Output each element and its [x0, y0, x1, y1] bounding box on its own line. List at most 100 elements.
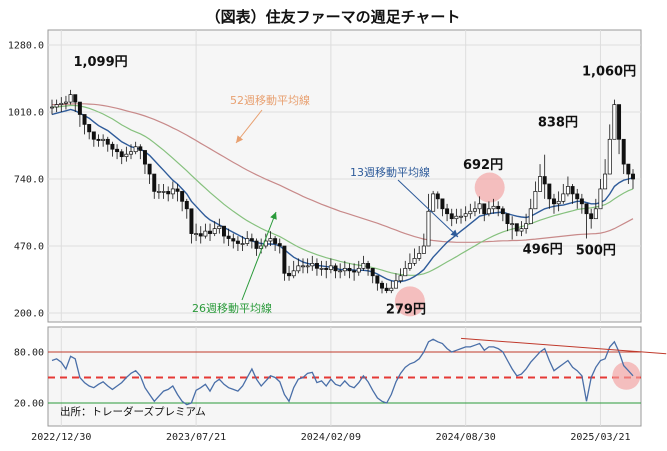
candle-up: [245, 238, 250, 244]
candle-down: [380, 282, 384, 289]
candle-up: [538, 176, 543, 192]
candle-up: [491, 205, 496, 210]
candle-down: [208, 230, 213, 234]
candle-down: [175, 188, 180, 192]
candle-up: [565, 186, 570, 195]
candle-up: [454, 215, 459, 220]
candle-up: [59, 102, 64, 105]
price-label: 1,060円: [582, 65, 636, 80]
candle-up: [212, 228, 217, 234]
candle-up: [194, 233, 199, 235]
ma26-line: [52, 104, 634, 276]
chart-title: （図表）住友ファーマの週足チャート: [206, 8, 461, 26]
price-ytick-label: 740.0: [14, 175, 44, 186]
candle-down: [589, 213, 594, 220]
candle-down: [198, 233, 203, 237]
candle-up: [342, 267, 347, 272]
candle-up: [50, 106, 54, 109]
candle-up: [129, 151, 133, 155]
candle-down: [77, 101, 82, 115]
candle-down: [96, 138, 101, 141]
price-plot-area: [47, 29, 642, 323]
candle-down: [91, 131, 96, 140]
price-label: 500円: [576, 244, 616, 259]
candle-down: [584, 203, 589, 215]
candle-up: [68, 94, 73, 103]
candle-down: [505, 213, 510, 225]
candle-down: [552, 198, 556, 205]
ma52-label-arrow: [235, 109, 263, 144]
candle-up: [561, 193, 566, 202]
candle-up: [486, 208, 491, 215]
x-axis: 2022/12/30 2023/07/21 2024/02/09 2024/08/30…: [31, 432, 630, 443]
price-label: 692円: [463, 158, 503, 173]
candle-down: [277, 243, 282, 247]
candle-down: [435, 193, 440, 200]
candle-up: [598, 188, 603, 210]
ma52-label-arrowhead: [236, 135, 244, 143]
price-ytick-label: 470.0: [14, 242, 44, 253]
candle-down: [273, 238, 278, 244]
candle-down: [226, 235, 231, 239]
candle-up: [412, 258, 417, 264]
x-tick-label: 2024/08/30: [436, 432, 496, 443]
candle-up: [296, 265, 301, 272]
rsi-trendline: [460, 337, 667, 355]
candle-down: [142, 150, 147, 165]
candle-up: [170, 188, 175, 195]
candle-down: [87, 124, 92, 133]
candle-down: [347, 267, 352, 272]
ma13-label-arrowhead: [450, 229, 458, 237]
x-tick-label: 2023/07/21: [166, 432, 226, 443]
candle-up: [361, 263, 366, 269]
ma13-line: [51, 108, 634, 283]
price-label: 1,099円: [74, 55, 128, 70]
candle-up: [389, 287, 394, 292]
x-tick-label: 2024/02/09: [301, 432, 361, 443]
candle-down: [542, 176, 547, 185]
source-note: 出所：トレーダーズプレミアム: [60, 405, 206, 418]
candle-up: [217, 225, 222, 229]
candle-down: [496, 205, 501, 210]
rsi-panel: 80.00 20.00: [14, 326, 667, 427]
candle-down: [138, 146, 143, 151]
candle-down: [579, 198, 584, 205]
candle-down: [631, 173, 635, 180]
candle-up: [472, 208, 477, 212]
x-tick-label: 2022/12/30: [31, 432, 91, 443]
candle-down: [621, 138, 626, 165]
candle-down: [370, 267, 375, 277]
candle-down: [282, 245, 287, 274]
candle-up: [421, 245, 426, 254]
ma52-line: [52, 103, 634, 243]
candle-up: [556, 200, 561, 205]
candle-up: [607, 138, 612, 175]
candle-up: [528, 208, 533, 225]
ma52-label: 52週移動平均線: [230, 93, 310, 107]
price-ytick-label: 1280.0: [8, 41, 44, 52]
candle-up: [63, 101, 68, 104]
candle-down: [440, 198, 445, 210]
candle-up: [268, 238, 273, 242]
candle-down: [547, 183, 552, 200]
candle-up: [524, 223, 529, 229]
price-highlight-cross: [474, 172, 505, 203]
candle-up: [393, 280, 398, 289]
candle-down: [147, 163, 152, 175]
candle-down: [570, 186, 575, 195]
candle-up: [156, 191, 161, 193]
candle-up: [328, 265, 333, 270]
candle-down: [287, 272, 292, 277]
price-panel: 1280.0 1010.0 740.0 470.0 200.0: [8, 29, 642, 323]
price-ytick-label: 1010.0: [8, 108, 44, 119]
x-tick-label: 2025/03/21: [570, 432, 630, 443]
ma26-label: 26週移動平均線: [192, 301, 272, 315]
candle-down: [184, 200, 189, 210]
candle-up: [310, 263, 315, 267]
price-label: 838円: [538, 116, 578, 131]
candle-up: [101, 138, 106, 141]
candle-down: [73, 94, 78, 103]
candle-up: [203, 230, 208, 237]
candle-up: [403, 267, 408, 277]
candle-up: [240, 243, 245, 245]
